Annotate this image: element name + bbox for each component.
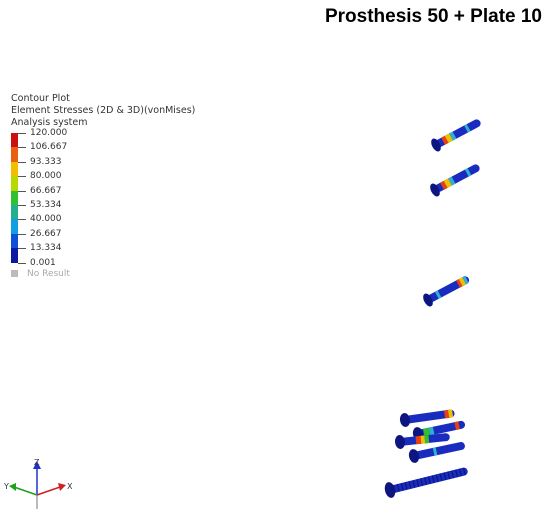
legend-color-scale: 120.000 106.667 93.333 80.000 66.667 53.334 40…: [11, 128, 151, 291]
legend-color-band: [11, 147, 18, 162]
legend-value-label: 106.667: [30, 142, 68, 153]
axis-triad: Z Y X: [0, 455, 90, 515]
legend-value-label: 13.334: [30, 243, 62, 254]
legend-tick: [18, 233, 26, 235]
legend-tick: [18, 248, 26, 250]
screw-7[interactable]: [408, 438, 467, 464]
legend-tick: [18, 190, 26, 192]
x-axis-label: X: [67, 482, 73, 491]
no-result-label: No Result: [27, 269, 70, 279]
no-result-swatch: [11, 270, 18, 277]
screw-2[interactable]: [428, 160, 482, 198]
legend-tick: [18, 205, 26, 206]
legend-no-result: No Result: [11, 269, 70, 279]
legend-tick: [18, 262, 26, 264]
screw-3[interactable]: [421, 272, 472, 308]
legend-tick: [18, 161, 26, 163]
legend-color-band: [11, 161, 18, 177]
z-axis-arrow-icon: [33, 461, 41, 469]
z-axis-label: Z: [34, 458, 40, 467]
legend-value-label: 80.000: [30, 171, 62, 182]
legend-value-label: 93.333: [30, 156, 62, 167]
legend-value-label: 0.001: [30, 257, 56, 268]
screw-8[interactable]: [383, 463, 469, 499]
legend-plot-type: Contour Plot: [11, 93, 70, 104]
legend-value-label: 120.000: [30, 128, 68, 138]
legend-color-band: [11, 176, 18, 191]
legend-value-label: 40.000: [30, 214, 62, 225]
legend-color-band: [11, 248, 18, 263]
legend-color-band: [11, 133, 18, 148]
legend-color-band: [11, 190, 18, 205]
legend-tick: [18, 176, 26, 178]
plot-title: Prosthesis 50 + Plate 10: [324, 6, 542, 27]
legend-value-label: 66.667: [30, 185, 62, 196]
legend-tick: [18, 133, 26, 134]
legend-color-band: [11, 205, 18, 220]
legend-color-band: [11, 219, 18, 234]
screw-6[interactable]: [394, 430, 450, 450]
legend-value-label: 26.667: [30, 228, 62, 239]
legend-value-label: 53.334: [30, 200, 62, 210]
legend-result-type: Element Stresses (2D & 3D)(vonMises): [11, 105, 196, 116]
screw-1[interactable]: [429, 115, 483, 153]
y-axis-arrow-icon: [9, 483, 16, 491]
y-axis-label: Y: [3, 482, 9, 491]
contour-legend: Contour Plot Element Stresses (2D & 3D)(…: [11, 93, 195, 291]
legend-tick: [18, 219, 26, 221]
legend-tick: [18, 147, 26, 149]
legend-system: Analysis system: [11, 117, 88, 128]
screw-4[interactable]: [399, 406, 455, 428]
legend-color-band: [11, 233, 18, 249]
x-axis-arrow-icon: [58, 483, 66, 491]
